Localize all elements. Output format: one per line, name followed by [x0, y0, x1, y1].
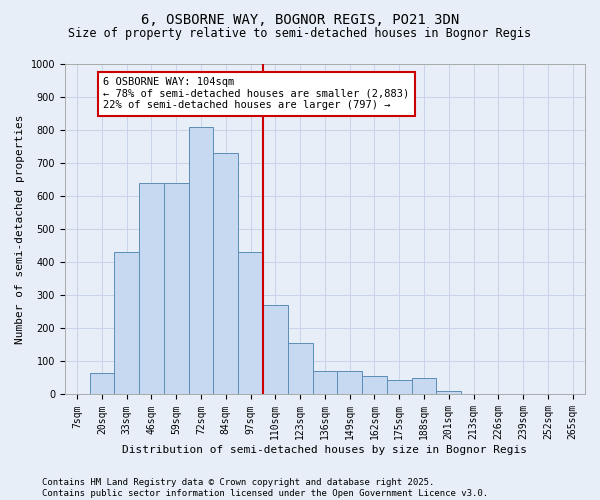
- Bar: [115, 252, 139, 394]
- Bar: [387, 380, 412, 394]
- Bar: [139, 183, 164, 394]
- Bar: [436, 391, 461, 394]
- Text: 6 OSBORNE WAY: 104sqm
← 78% of semi-detached houses are smaller (2,883)
22% of s: 6 OSBORNE WAY: 104sqm ← 78% of semi-deta…: [103, 77, 409, 110]
- Bar: [288, 343, 313, 394]
- Bar: [89, 373, 115, 394]
- Bar: [214, 153, 238, 394]
- Bar: [362, 376, 387, 394]
- Bar: [412, 378, 436, 394]
- Bar: [313, 372, 337, 394]
- Text: Size of property relative to semi-detached houses in Bognor Regis: Size of property relative to semi-detach…: [68, 28, 532, 40]
- Bar: [238, 252, 263, 394]
- Bar: [164, 183, 188, 394]
- X-axis label: Distribution of semi-detached houses by size in Bognor Regis: Distribution of semi-detached houses by …: [122, 445, 527, 455]
- Text: 6, OSBORNE WAY, BOGNOR REGIS, PO21 3DN: 6, OSBORNE WAY, BOGNOR REGIS, PO21 3DN: [141, 12, 459, 26]
- Bar: [263, 305, 288, 394]
- Text: Contains HM Land Registry data © Crown copyright and database right 2025.
Contai: Contains HM Land Registry data © Crown c…: [42, 478, 488, 498]
- Y-axis label: Number of semi-detached properties: Number of semi-detached properties: [15, 114, 25, 344]
- Bar: [188, 127, 214, 394]
- Bar: [337, 372, 362, 394]
